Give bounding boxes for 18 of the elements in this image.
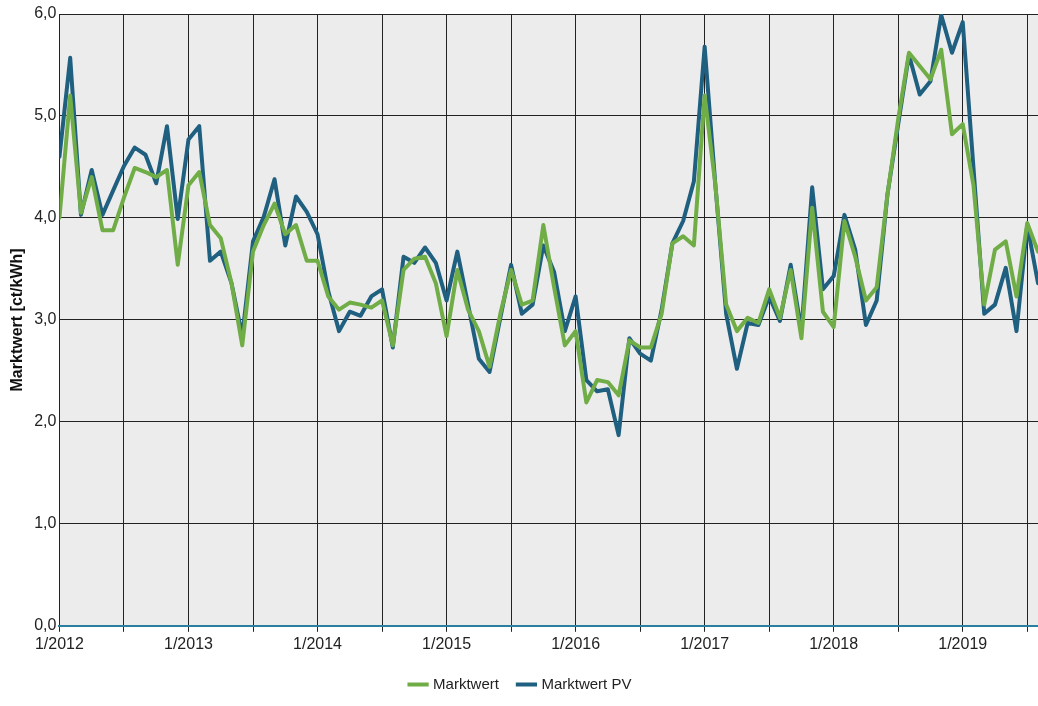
x-tick-label: 1/2012 xyxy=(34,634,85,652)
x-tick-label: 1/2018 xyxy=(809,634,859,652)
y-tick-label: 5,0 xyxy=(34,106,57,124)
y-axis-title: Marktwert [ct/kWh] xyxy=(8,248,26,392)
x-tick-label: 1/2016 xyxy=(551,634,601,652)
legend-label: Marktwert xyxy=(433,674,500,692)
y-tick-label: 0,0 xyxy=(34,616,57,634)
y-tick-label: 1,0 xyxy=(34,514,57,532)
x-tick-label: 1/2014 xyxy=(293,634,343,652)
x-tick-label: 1/2013 xyxy=(164,634,214,652)
y-tick-label: 6,0 xyxy=(34,4,57,22)
y-tick-label: 2,0 xyxy=(34,412,57,430)
x-tick-label: 1/2019 xyxy=(938,634,988,652)
legend-label: Marktwert PV xyxy=(541,674,632,692)
y-tick-label: 4,0 xyxy=(34,208,57,226)
y-tick-label: 3,0 xyxy=(34,310,57,328)
x-tick-label: 1/2017 xyxy=(680,634,730,652)
x-tick-label: 1/2015 xyxy=(422,634,472,652)
